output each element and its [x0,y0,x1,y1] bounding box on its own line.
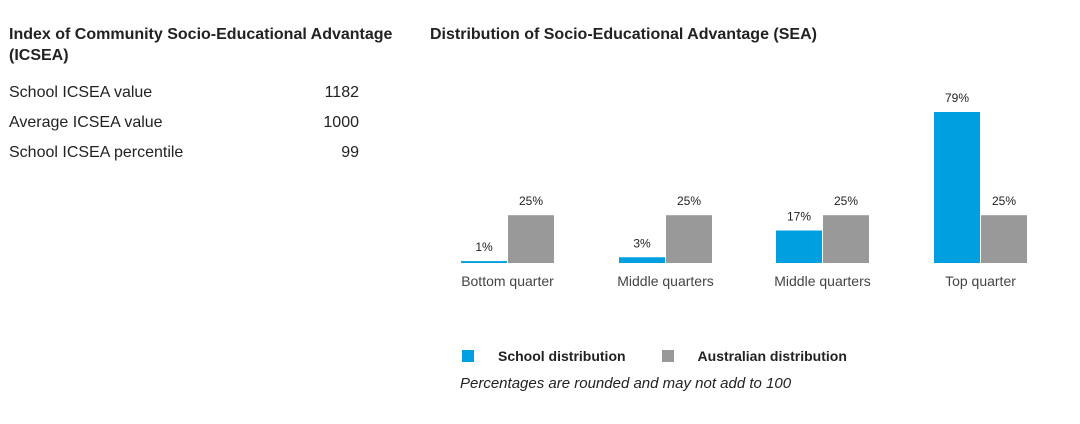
bar-australian-0 [508,215,554,263]
icsea-panel: Index of Community Socio-Educational Adv… [9,24,409,168]
data-label-australian-1: 25% [677,194,701,208]
category-label-2: Middle quarters [774,273,871,289]
icsea-title: Index of Community Socio-Educational Adv… [9,26,393,64]
icsea-row-average-value: Average ICSEA value 1000 [9,108,359,138]
bar-school-3 [934,112,980,263]
icsea-row-school-value: School ICSEA value 1182 [9,78,359,108]
bar-australian-1 [666,215,712,263]
bar-school-2 [776,230,822,263]
data-label-school-1: 3% [633,236,651,250]
data-label-school-0: 1% [475,240,493,254]
legend-label-school: School distribution [498,348,626,364]
chart-legend: School distribution Australian distribut… [462,348,883,364]
legend-swatch-school [462,350,474,362]
data-label-australian-0: 25% [519,194,543,208]
data-label-australian-3: 25% [992,194,1016,208]
icsea-stats: School ICSEA value 1182 Average ICSEA va… [9,78,409,168]
category-label-0: Bottom quarter [461,273,554,289]
stat-label: School ICSEA percentile [9,144,184,161]
sea-panel: Distribution of Socio-Educational Advant… [430,24,1070,45]
chart-title: Distribution of Socio-Educational Advant… [430,26,817,43]
stat-label: School ICSEA value [9,84,153,101]
stat-value: 1000 [323,114,359,131]
icsea-row-percentile: School ICSEA percentile 99 [9,138,359,168]
sea-chart: 1% 25% Bottom quarter 3% 25% Middle quarters 1… [430,60,1070,300]
legend-swatch-australian [661,350,674,362]
legend-label-australian: Australian distribution [697,348,847,364]
data-label-school-3: 79% [945,91,969,105]
bar-australian-3 [981,215,1027,263]
bar-school-1 [619,257,665,263]
stat-label: Average ICSEA value [9,114,163,131]
legend-item-australian: Australian distribution [661,348,847,364]
data-label-school-2: 17% [787,210,811,224]
rounding-note: Percentages are rounded and may not add … [460,375,792,392]
legend-item-school: School distribution [462,348,626,364]
bar-school-0 [461,261,507,263]
sea-bar-chart: 1% 25% Bottom quarter 3% 25% Middle quarters 1… [461,91,1027,289]
bar-australian-2 [823,215,869,263]
stat-value: 99 [341,144,359,161]
stat-value: 1182 [324,84,359,101]
category-label-1: Middle quarters [617,273,714,289]
data-label-australian-2: 25% [834,194,858,208]
category-label-3: Top quarter [945,273,1016,289]
